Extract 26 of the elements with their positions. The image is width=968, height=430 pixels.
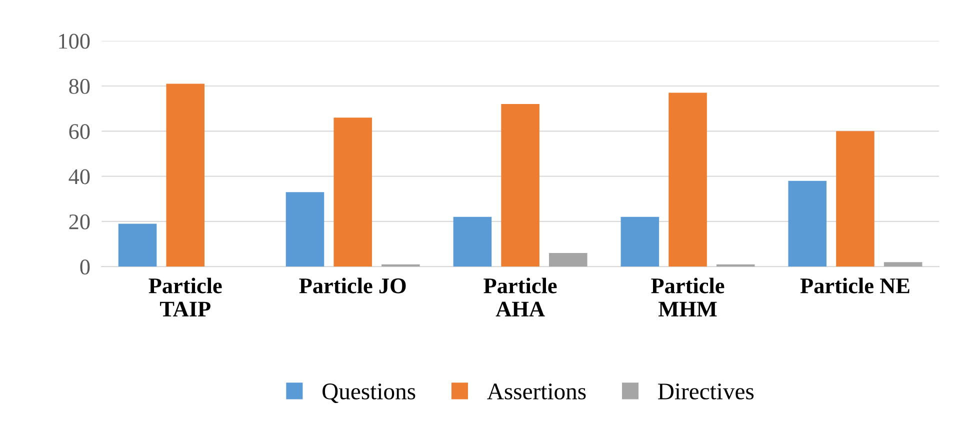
y-tick-label: 0 (80, 260, 90, 275)
legend-label: Directives (658, 384, 754, 400)
y-tick-label: 60 (69, 124, 90, 140)
x-tick-label: Particle AHA (484, 278, 557, 316)
y-tick-label: 80 (69, 78, 90, 94)
legend-label: Questions (322, 384, 416, 404)
x-tick-label: Particle JO (299, 278, 406, 294)
bar (549, 253, 588, 267)
bar (836, 131, 874, 267)
x-tick-label: Particle TAIP (148, 278, 222, 316)
bar (118, 224, 157, 267)
bar (668, 92, 707, 267)
bar (620, 216, 660, 267)
x-tick-label: Particle NE (800, 278, 910, 294)
bar (501, 104, 540, 267)
bar (286, 192, 324, 267)
bar (788, 180, 827, 267)
legend-label: Assertions (487, 384, 586, 400)
x-tick-label: Particle MHM (651, 278, 724, 316)
y-tick-label: 20 (69, 214, 90, 230)
bar (166, 84, 205, 267)
bar (334, 118, 372, 267)
bar (453, 216, 492, 267)
y-tick-label: 40 (68, 169, 90, 184)
bar (884, 262, 922, 267)
y-tick-label: 100 (59, 34, 90, 49)
